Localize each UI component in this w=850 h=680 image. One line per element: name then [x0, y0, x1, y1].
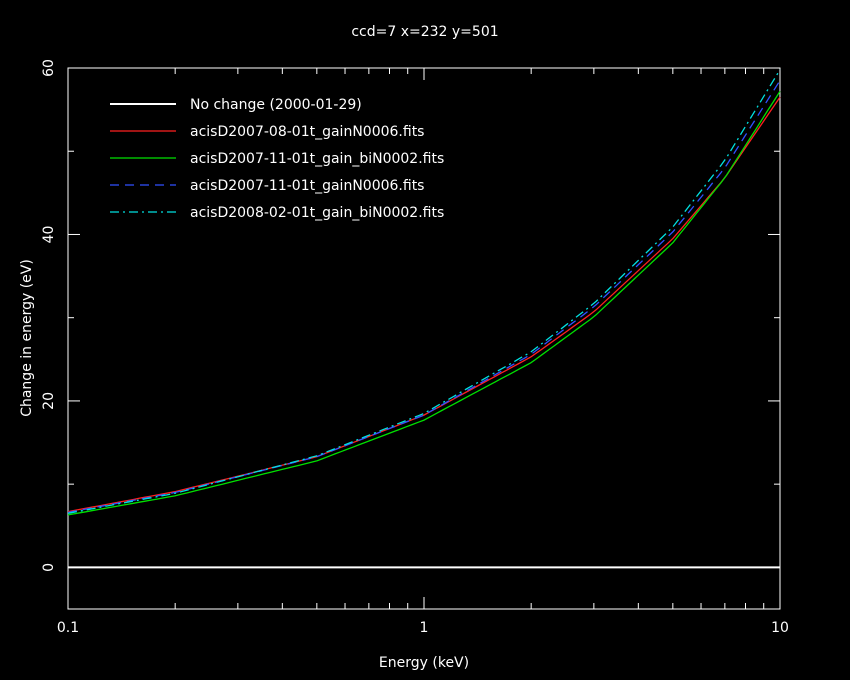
- legend-label: No change (2000-01-29): [190, 97, 362, 113]
- series-line-5: [67, 69, 781, 514]
- y-tick-label: 20: [41, 392, 57, 410]
- x-axis-label: Energy (keV): [379, 655, 469, 671]
- legend-label: acisD2007-11-01t_gain_biN0002.fits: [190, 151, 444, 167]
- y-tick-label: 60: [41, 59, 57, 77]
- y-tick-label: 40: [41, 226, 57, 244]
- series-line-2: [67, 96, 781, 513]
- chart-title: ccd=7 x=232 y=501: [351, 24, 498, 40]
- legend-label: acisD2008-02-01t_gain_biN0002.fits: [190, 205, 444, 221]
- axis-tick-labels: 0.1 1 10 0 20 40 60: [41, 59, 789, 636]
- x-tick-label: 0.1: [57, 620, 79, 636]
- x-tick-label: 10: [771, 620, 789, 636]
- x-tick-label: 1: [420, 620, 429, 636]
- y-tick-label: 0: [41, 563, 57, 572]
- legend-label: acisD2007-11-01t_gainN0006.fits: [190, 178, 424, 194]
- legend: No change (2000-01-29) acisD2007-08-01t_g…: [110, 97, 444, 221]
- series-line-4: [67, 80, 781, 514]
- series-line-3: [67, 90, 781, 516]
- series-lines: [67, 69, 781, 569]
- y-axis-label: Change in energy (eV): [19, 259, 35, 417]
- legend-label: acisD2007-08-01t_gainN0006.fits: [190, 124, 424, 140]
